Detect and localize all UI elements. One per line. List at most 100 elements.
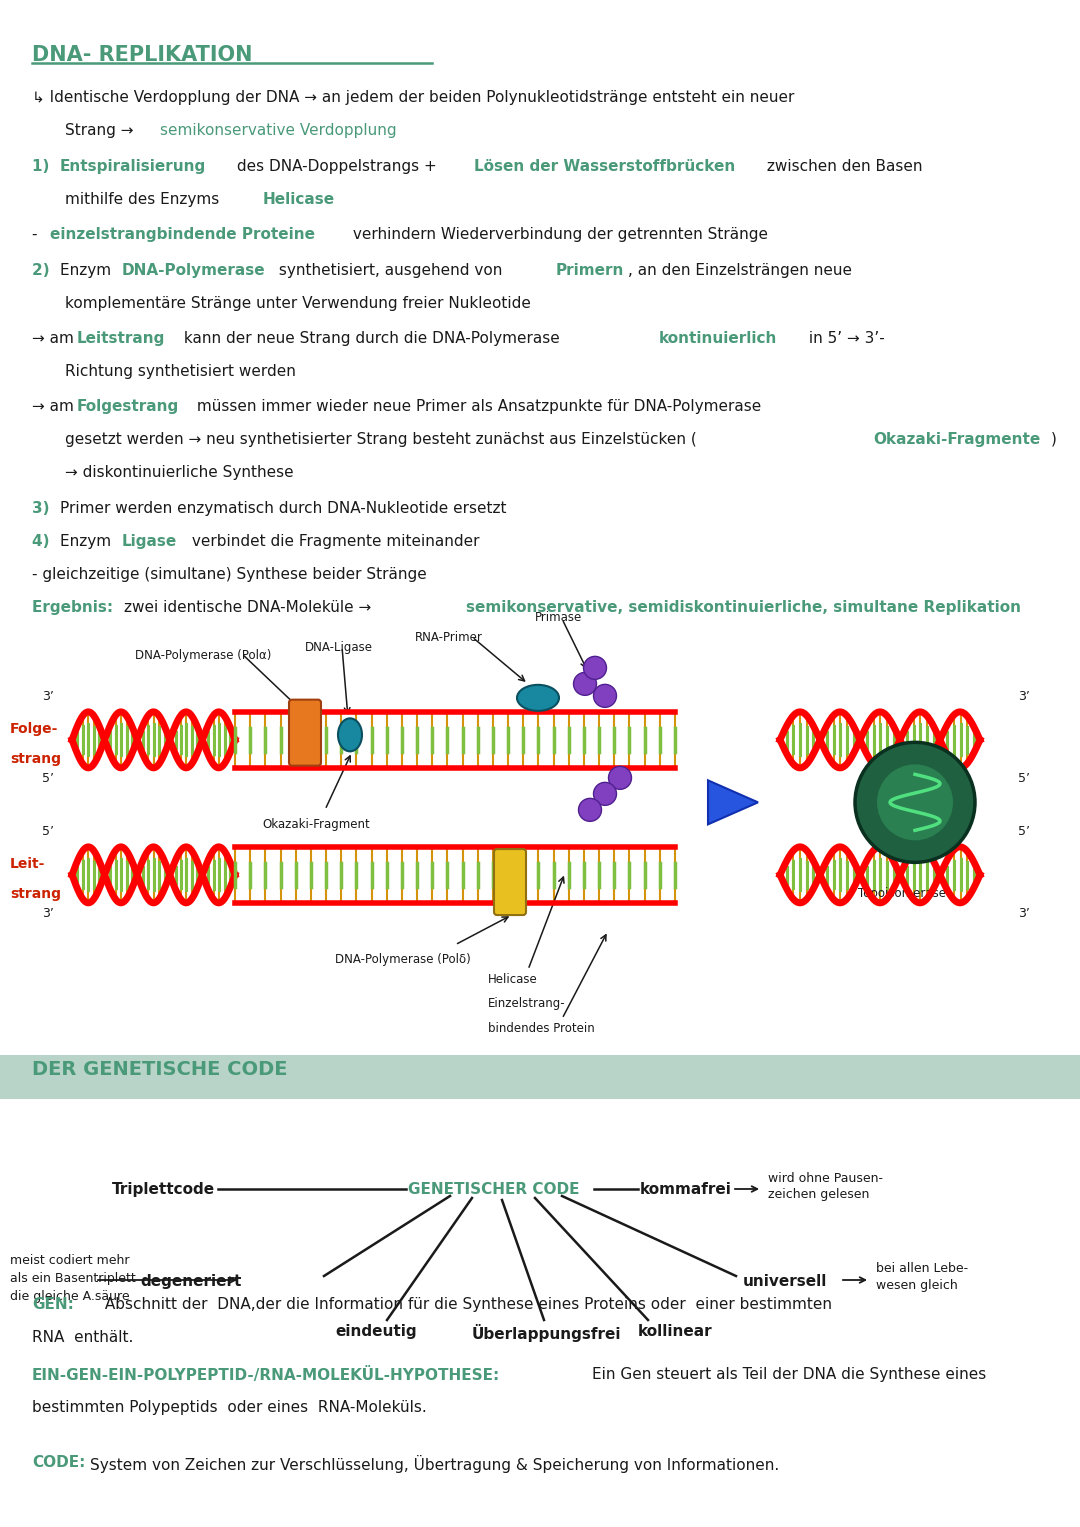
Text: Primer werden enzymatisch durch DNA-Nukleotide ersetzt: Primer werden enzymatisch durch DNA-Nukl…	[60, 501, 507, 516]
Text: 3’: 3’	[1018, 690, 1030, 702]
Text: zwischen den Basen: zwischen den Basen	[762, 159, 922, 174]
Text: semikonservative Verdopplung: semikonservative Verdopplung	[160, 124, 396, 137]
Text: verhindern Wiederverbindung der getrennten Stränge: verhindern Wiederverbindung der getrennt…	[348, 228, 768, 241]
Text: GEN:: GEN:	[32, 1296, 73, 1312]
Text: Folge-: Folge-	[10, 722, 58, 736]
Text: DNA-Polymerase (Polδ): DNA-Polymerase (Polδ)	[335, 953, 471, 967]
Text: müssen immer wieder neue Primer als Ansatzpunkte für DNA-Polymerase: müssen immer wieder neue Primer als Ansa…	[192, 399, 761, 414]
Text: Lösen der Wasserstoffbrücken: Lösen der Wasserstoffbrücken	[474, 159, 735, 174]
Text: Abschnitt der  DNA,der die Information für die Synthese eines Proteins oder  ein: Abschnitt der DNA,der die Information fü…	[100, 1296, 832, 1312]
Text: kontinuierlich: kontinuierlich	[659, 331, 778, 347]
Text: gesetzt werden → neu synthetisierter Strang besteht zunächst aus Einzelstücken (: gesetzt werden → neu synthetisierter Str…	[65, 432, 697, 446]
Text: Ein Gen steuert als Teil der DNA die Synthese eines: Ein Gen steuert als Teil der DNA die Syn…	[592, 1367, 986, 1382]
Text: semikonservative, semidiskontinuierliche, simultane Replikation: semikonservative, semidiskontinuierliche…	[465, 600, 1021, 615]
Text: 3’: 3’	[42, 690, 54, 702]
Text: → am: → am	[32, 331, 79, 347]
Circle shape	[573, 672, 596, 695]
Text: Primase: Primase	[535, 611, 582, 625]
Text: DNA-Polymerase (Polα): DNA-Polymerase (Polα)	[135, 649, 271, 661]
Text: ): )	[1051, 432, 1057, 446]
Text: - gleichzeitige (simultane) Synthese beider Stränge: - gleichzeitige (simultane) Synthese bei…	[32, 567, 427, 582]
Circle shape	[594, 782, 617, 805]
Text: als ein Basentriplett: als ein Basentriplett	[10, 1272, 136, 1286]
Text: mithilfe des Enzyms: mithilfe des Enzyms	[65, 192, 225, 208]
Text: kommafrei: kommafrei	[640, 1182, 732, 1197]
Text: Topoisomerase: Topoisomerase	[858, 887, 946, 899]
FancyBboxPatch shape	[289, 699, 321, 765]
Text: des DNA-Doppelstrangs +: des DNA-Doppelstrangs +	[232, 159, 442, 174]
Text: universell: universell	[743, 1274, 827, 1289]
Text: kollinear: kollinear	[638, 1324, 713, 1339]
Text: komplementäre Stränge unter Verwendung freier Nukleotide: komplementäre Stränge unter Verwendung f…	[65, 296, 531, 312]
Circle shape	[608, 767, 632, 789]
Text: 4): 4)	[32, 534, 55, 548]
Text: meist codiert mehr: meist codiert mehr	[10, 1254, 130, 1267]
Text: 5’: 5’	[42, 825, 54, 838]
Text: 3’: 3’	[1018, 907, 1030, 919]
Text: in 5’ → 3’-: in 5’ → 3’-	[804, 331, 885, 347]
Text: RNA-Primer: RNA-Primer	[415, 631, 483, 644]
Text: wesen gleich: wesen gleich	[876, 1280, 958, 1292]
Text: Okazaki-Fragmente: Okazaki-Fragmente	[873, 432, 1040, 446]
Text: Ligase: Ligase	[122, 534, 177, 548]
Text: 1): 1)	[32, 159, 55, 174]
Text: strang: strang	[10, 751, 60, 767]
Circle shape	[855, 742, 975, 863]
Text: zeichen gelesen: zeichen gelesen	[768, 1188, 869, 1202]
Text: degeneriert: degeneriert	[140, 1274, 242, 1289]
Text: Leit-: Leit-	[10, 857, 45, 870]
Text: → diskontinuierliche Synthese: → diskontinuierliche Synthese	[65, 464, 294, 479]
Text: kann der neue Strang durch die DNA-Polymerase: kann der neue Strang durch die DNA-Polym…	[179, 331, 565, 347]
Text: Enzym: Enzym	[60, 534, 116, 548]
Text: Helicase: Helicase	[488, 973, 538, 986]
Text: bei allen Lebe-: bei allen Lebe-	[876, 1261, 968, 1275]
Text: Enzym: Enzym	[60, 263, 116, 278]
Text: eindeutig: eindeutig	[335, 1324, 417, 1339]
Text: verbindet die Fragmente miteinander: verbindet die Fragmente miteinander	[187, 534, 480, 548]
Text: 5’: 5’	[42, 771, 54, 785]
Text: Helicase: Helicase	[264, 192, 335, 208]
Text: Einzelstrang-: Einzelstrang-	[488, 997, 566, 1009]
Text: 2): 2)	[32, 263, 55, 278]
Text: Strang →: Strang →	[65, 124, 138, 137]
Text: strang: strang	[10, 887, 60, 901]
Text: bestimmten Polypeptids  oder eines  RNA-Moleküls.: bestimmten Polypeptids oder eines RNA-Mo…	[32, 1400, 427, 1416]
Text: Okazaki-Fragment: Okazaki-Fragment	[262, 818, 369, 831]
Text: zwei identische DNA-Moleküle →: zwei identische DNA-Moleküle →	[124, 600, 376, 615]
Circle shape	[579, 799, 602, 822]
Text: DNA-Polymerase: DNA-Polymerase	[122, 263, 266, 278]
Circle shape	[583, 657, 607, 680]
Text: DER GENETISCHE CODE: DER GENETISCHE CODE	[32, 1060, 287, 1080]
Ellipse shape	[517, 684, 559, 712]
Text: DNA- REPLIKATION: DNA- REPLIKATION	[32, 44, 253, 66]
Text: RNA  enthält.: RNA enthält.	[32, 1330, 133, 1345]
Text: einzelstrangbindende Proteine: einzelstrangbindende Proteine	[50, 228, 315, 241]
Text: Ergebnis:: Ergebnis:	[32, 600, 119, 615]
Text: wird ohne Pausen-: wird ohne Pausen-	[768, 1173, 883, 1185]
Circle shape	[594, 684, 617, 707]
Ellipse shape	[338, 718, 362, 751]
Text: , an den Einzelsträngen neue: , an den Einzelsträngen neue	[627, 263, 852, 278]
Text: Überlappungsfrei: Überlappungsfrei	[472, 1324, 621, 1342]
FancyBboxPatch shape	[494, 849, 526, 915]
FancyBboxPatch shape	[0, 1055, 1080, 1099]
Text: 5’: 5’	[1018, 771, 1030, 785]
Text: GENETISCHER CODE: GENETISCHER CODE	[408, 1182, 580, 1197]
Text: 3’: 3’	[42, 907, 54, 919]
Text: 3): 3)	[32, 501, 55, 516]
Text: ↳ Identische Verdopplung der DNA → an jedem der beiden Polynukleotidstränge ents: ↳ Identische Verdopplung der DNA → an je…	[32, 90, 795, 105]
Circle shape	[877, 765, 953, 840]
Text: System von Zeichen zur Verschlüsselung, Übertragung & Speicherung von Informatio: System von Zeichen zur Verschlüsselung, …	[90, 1455, 780, 1474]
Text: Primern: Primern	[556, 263, 624, 278]
Text: Richtung synthetisiert werden: Richtung synthetisiert werden	[65, 363, 296, 379]
Text: Leitstrang: Leitstrang	[77, 331, 165, 347]
Text: synthetisiert, ausgehend von: synthetisiert, ausgehend von	[274, 263, 508, 278]
Text: bindendes Protein: bindendes Protein	[488, 1022, 595, 1035]
Text: → am: → am	[32, 399, 79, 414]
Text: Folgestrang: Folgestrang	[77, 399, 179, 414]
Text: Entspiralisierung: Entspiralisierung	[60, 159, 206, 174]
Text: CODE:: CODE:	[32, 1455, 85, 1471]
Text: -: -	[32, 228, 42, 241]
Polygon shape	[708, 780, 758, 825]
Text: Triplettcode: Triplettcode	[112, 1182, 215, 1197]
